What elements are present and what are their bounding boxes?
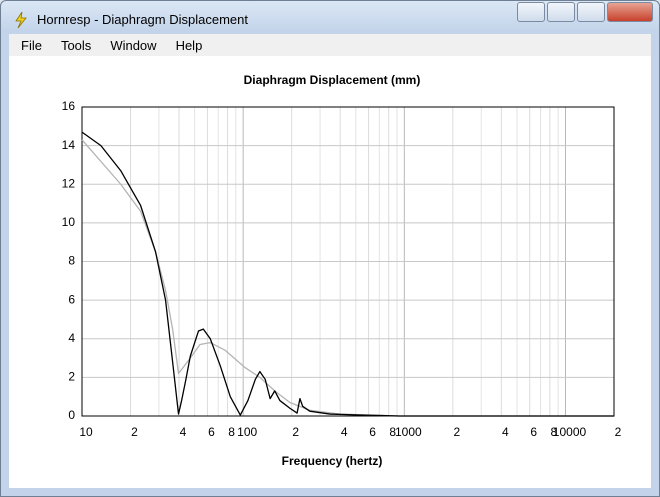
- x-tick-label: 8: [389, 425, 396, 439]
- x-tick-label: 4: [341, 425, 348, 439]
- maximize-button[interactable]: [577, 2, 605, 22]
- y-tick-label: 8: [68, 254, 75, 268]
- app-icon: [15, 11, 27, 29]
- menu-item[interactable]: File: [21, 37, 42, 53]
- x-tick-label: 2: [615, 425, 622, 439]
- y-tick-label: 16: [62, 99, 76, 113]
- x-tick-label: 6: [369, 425, 376, 439]
- restore-button[interactable]: [517, 2, 545, 22]
- x-tick-label: 6: [530, 425, 537, 439]
- y-tick-label: 12: [62, 176, 76, 190]
- x-tick-label: 6: [208, 425, 215, 439]
- x-tick-label: 8: [551, 425, 558, 439]
- data-line: [81, 139, 614, 417]
- y-tick-label: 4: [68, 331, 75, 345]
- menu-item[interactable]: Help: [175, 37, 203, 53]
- y-tick-label: 2: [68, 370, 75, 384]
- x-tick-label: 10000: [553, 425, 587, 439]
- x-tick-label: 4: [502, 425, 509, 439]
- plot-frame: [81, 106, 615, 417]
- chart: Diaphragm Displacement (mm) Frequency (h…: [62, 73, 622, 468]
- x-tick-label: 1000: [395, 425, 422, 439]
- menu-item[interactable]: Window: [110, 37, 157, 53]
- x-tick-label: 10: [79, 425, 93, 439]
- y-tick-label: 6: [68, 292, 75, 306]
- chart-title: Diaphragm Displacement (mm): [244, 73, 421, 87]
- minimize-button[interactable]: [547, 2, 575, 22]
- data-line: [81, 131, 614, 417]
- y-tick-label: 0: [68, 408, 75, 422]
- x-tick-label: 100: [237, 425, 257, 439]
- x-tick-label: 4: [180, 425, 187, 439]
- x-tick-label: 2: [292, 425, 299, 439]
- x-axis-label: Frequency (hertz): [282, 454, 383, 468]
- window-title: Hornresp - Diaphragm Displacement: [37, 12, 248, 27]
- menu-item[interactable]: Tools: [60, 37, 92, 53]
- y-tick-label: 10: [62, 215, 76, 229]
- client-area: Diaphragm Displacement (mm) Frequency (h…: [9, 56, 651, 488]
- x-tick-label: 8: [228, 425, 235, 439]
- y-tick-label: 14: [62, 138, 76, 152]
- close-button[interactable]: [607, 2, 653, 22]
- menu-bar: File Tools Window Help: [9, 34, 651, 56]
- x-tick-label: 2: [453, 425, 460, 439]
- x-tick-label: 2: [131, 425, 138, 439]
